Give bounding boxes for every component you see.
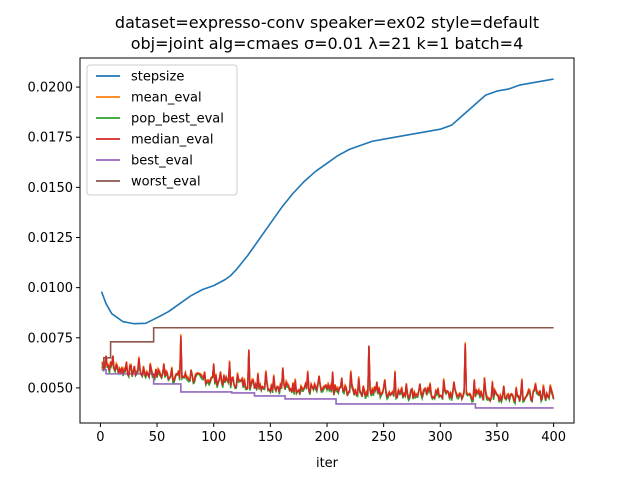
series-line-median-eval (101, 335, 555, 403)
y-tick-label: 0.0150 (28, 181, 74, 196)
x-tick-label: 200 (315, 430, 340, 445)
y-tick-label: 0.0125 (28, 231, 74, 246)
series-line-best-eval (101, 369, 554, 409)
x-axis: 0 50 100 150 200 250 300 350 400 (96, 423, 566, 445)
legend: stepsize mean_eval pop_best_eval median_eva… (86, 64, 238, 196)
legend-label-best-eval: best_eval (131, 154, 193, 169)
x-tick-label: 300 (428, 430, 453, 445)
series-line-stepsize (100, 78, 554, 325)
y-tick-label: 0.0100 (28, 281, 74, 296)
chart-title-line-1: dataset=expresso-conv speaker=ex02 style… (115, 13, 539, 32)
x-tick-label: 50 (149, 430, 166, 445)
y-tick-label: 0.0200 (28, 81, 74, 96)
y-tick-label: 0.0175 (28, 131, 74, 146)
legend-label-stepsize: stepsize (131, 70, 184, 85)
legend-label-median-eval: median_eval (131, 133, 214, 148)
y-tick-label: 0.0050 (28, 381, 74, 396)
legend-label-mean-eval: mean_eval (131, 91, 202, 106)
series-line-worst-eval (101, 326, 554, 369)
x-axis-label: iter (316, 456, 339, 471)
x-tick-label: 150 (258, 430, 283, 445)
legend-box (86, 64, 238, 196)
x-tick-label: 350 (485, 430, 510, 445)
x-tick-label: 250 (371, 430, 396, 445)
legend-label-worst-eval: worst_eval (131, 175, 201, 190)
y-axis: 0.0050 0.0075 0.0100 0.0125 0.0150 0.0175 0.02… (28, 81, 80, 396)
chart-title-line-2: obj=joint alg=cmaes σ=0.01 λ=21 k=1 batc… (131, 34, 524, 53)
series-layer (100, 78, 555, 409)
x-tick-label: 400 (541, 430, 566, 445)
legend-label-pop-best-eval: pop_best_eval (131, 112, 224, 127)
legend-entries: stepsize mean_eval pop_best_eval median_eva… (96, 70, 224, 190)
y-tick-label: 0.0075 (28, 331, 74, 346)
x-tick-label: 0 (96, 430, 104, 445)
x-tick-label: 100 (201, 430, 226, 445)
